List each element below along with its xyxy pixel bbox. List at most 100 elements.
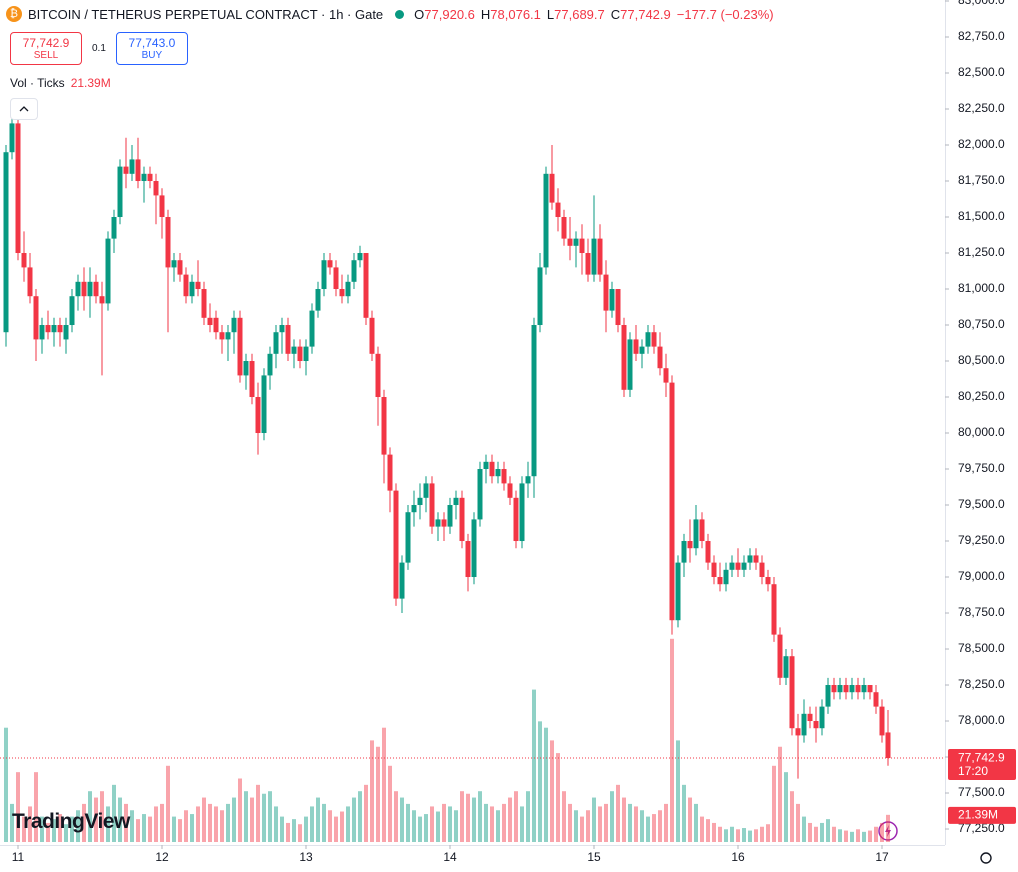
volume-bar — [328, 810, 332, 842]
candle-body — [801, 713, 807, 736]
y-tick-label: 82,500.0 — [958, 65, 1005, 79]
market-status — [395, 9, 405, 19]
volume-bar — [712, 822, 716, 842]
candle-body — [105, 238, 111, 304]
volume-bar — [820, 822, 824, 842]
candle-body — [843, 685, 849, 693]
collapse-button[interactable] — [10, 98, 38, 120]
volume-bar — [280, 816, 284, 842]
settings-icon[interactable] — [980, 852, 992, 864]
candle-body — [327, 260, 333, 268]
candle-body — [219, 332, 225, 340]
candle-body — [483, 461, 489, 470]
volume-bar — [598, 806, 602, 842]
candle-body — [201, 289, 207, 318]
x-tick-label: 15 — [587, 850, 601, 864]
candle-body — [447, 505, 453, 527]
candle-body — [417, 497, 423, 506]
logo[interactable]: TradingView — [12, 810, 130, 833]
volume-bar — [76, 810, 80, 842]
volume-bar — [700, 816, 704, 842]
volume-bar — [190, 814, 194, 842]
y-tick-label: 77,250.0 — [958, 821, 1005, 835]
candle-body — [237, 317, 243, 376]
volume-bar — [808, 822, 812, 842]
volume-bar — [736, 829, 740, 842]
candle-body — [681, 541, 687, 563]
candle-body — [687, 541, 693, 549]
candle-body — [879, 706, 885, 736]
volume-bar — [646, 816, 650, 842]
indicator-legend[interactable]: Vol · Ticks 21.39M — [10, 76, 111, 90]
buy-button[interactable]: 77,743.0 BUY — [115, 32, 188, 65]
volume-bar — [154, 806, 158, 842]
low-value: 77,689.7 — [554, 6, 605, 22]
volume-bar — [22, 816, 26, 842]
y-tick-label: 81,000.0 — [958, 281, 1005, 295]
candle-body — [399, 562, 405, 599]
volume-bar — [406, 803, 410, 842]
volume-bar — [634, 806, 638, 842]
volume-bar — [550, 740, 554, 842]
volume-bar — [364, 784, 368, 842]
candle-body — [495, 469, 501, 477]
volume-bar — [28, 806, 32, 842]
candle-body — [393, 490, 399, 599]
candle-body — [135, 159, 141, 182]
volume-bar — [46, 822, 50, 842]
candle-body — [501, 469, 507, 484]
volume-bar — [112, 784, 116, 842]
volume-bar — [130, 810, 134, 842]
volume-bar — [880, 822, 884, 842]
volume-bar — [592, 797, 596, 842]
candle-body — [849, 685, 855, 693]
candle-body — [261, 375, 267, 434]
volume-bar — [214, 806, 218, 842]
volume-bar — [664, 803, 668, 842]
sell-button[interactable]: 77,742.9 SELL — [10, 32, 82, 65]
candle-body — [663, 368, 669, 383]
candle-body — [507, 483, 513, 498]
candle-body — [861, 685, 867, 693]
y-tick-label: 82,000.0 — [958, 137, 1005, 151]
open-value: 77,920.6 — [424, 6, 475, 22]
volume-bar — [82, 803, 86, 842]
candle-body — [129, 159, 135, 174]
candle-body — [291, 346, 297, 354]
candle-body — [63, 325, 69, 340]
candle-body — [21, 253, 27, 268]
candle-body — [363, 253, 369, 318]
volume-bar — [562, 791, 566, 842]
volume-bar — [118, 797, 122, 842]
volume-bar — [388, 765, 392, 842]
volume-bar — [622, 797, 626, 842]
candle-body — [645, 332, 651, 347]
candle-body — [87, 281, 93, 297]
volume-bar — [310, 806, 314, 842]
candle-body — [819, 706, 825, 729]
volume-bar — [784, 772, 788, 842]
buy-price: 77,743.0 — [128, 36, 176, 50]
candle-body — [765, 577, 771, 585]
volume-bar — [370, 740, 374, 842]
volume-bar — [94, 797, 98, 842]
sell-label: SELL — [33, 50, 59, 61]
volume-bar — [874, 826, 878, 842]
symbol-title[interactable]: BITCOIN / TETHERUS PERPETUAL CONTRACT · … — [28, 6, 384, 22]
candle-body — [717, 577, 723, 585]
volume-bar — [418, 816, 422, 842]
candle-body — [303, 346, 309, 362]
alert-icon[interactable] — [878, 821, 898, 841]
candle-body — [183, 274, 189, 297]
candle-body — [555, 202, 561, 218]
volume-bar — [742, 828, 746, 842]
candle-body — [249, 361, 255, 398]
volume-bar — [610, 791, 614, 842]
candle-body — [705, 541, 711, 563]
volume-bar — [862, 831, 866, 842]
volume-bar — [676, 740, 680, 842]
candle-body — [45, 325, 51, 333]
candle-body — [867, 685, 873, 693]
volume-bar — [160, 803, 164, 842]
candle-body — [411, 505, 417, 513]
